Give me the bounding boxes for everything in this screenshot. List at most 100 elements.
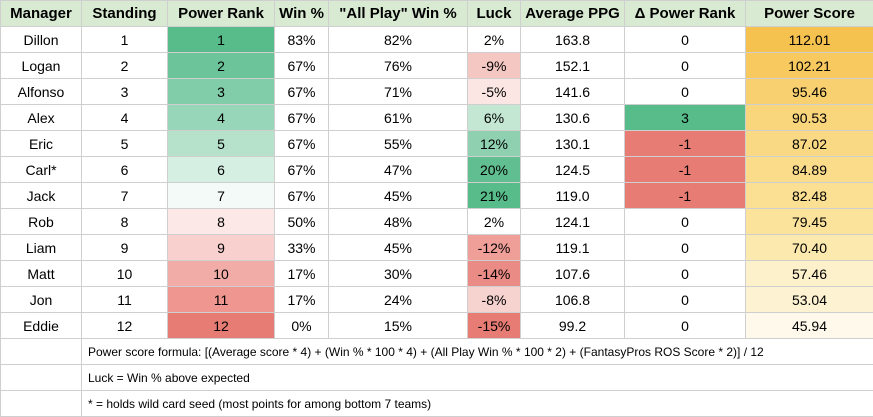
cell-all-play-win-pct[interactable]: 71% (328, 78, 468, 105)
cell-power-score[interactable]: 95.46 (745, 78, 873, 105)
header-power-rank[interactable]: Power Rank (167, 0, 275, 27)
cell-manager[interactable]: Jack (0, 182, 82, 209)
cell-win-pct[interactable]: 17% (274, 260, 329, 287)
cell-average-ppg[interactable]: 119.1 (520, 234, 625, 261)
cell-delta-power-rank[interactable]: -1 (624, 156, 746, 183)
cell-all-play-win-pct[interactable]: 45% (328, 234, 468, 261)
cell-power-score[interactable]: 57.46 (745, 260, 873, 287)
header-standing[interactable]: Standing (81, 0, 168, 27)
cell-win-pct[interactable]: 67% (274, 78, 329, 105)
cell-power-score[interactable]: 87.02 (745, 130, 873, 157)
cell-power-rank[interactable]: 11 (167, 286, 275, 313)
cell-win-pct[interactable]: 67% (274, 156, 329, 183)
cell-luck[interactable]: 2% (467, 208, 521, 235)
note-spacer[interactable] (0, 338, 82, 365)
cell-power-rank[interactable]: 10 (167, 260, 275, 287)
cell-luck[interactable]: 12% (467, 130, 521, 157)
cell-delta-power-rank[interactable]: 0 (624, 52, 746, 79)
cell-manager[interactable]: Rob (0, 208, 82, 235)
cell-standing[interactable]: 11 (81, 286, 168, 313)
note-spacer[interactable] (0, 364, 82, 391)
cell-standing[interactable]: 6 (81, 156, 168, 183)
cell-standing[interactable]: 1 (81, 26, 168, 53)
cell-win-pct[interactable]: 67% (274, 182, 329, 209)
note-spacer[interactable] (0, 390, 82, 417)
cell-all-play-win-pct[interactable]: 55% (328, 130, 468, 157)
cell-average-ppg[interactable]: 124.1 (520, 208, 625, 235)
cell-power-score[interactable]: 70.40 (745, 234, 873, 261)
cell-manager[interactable]: Liam (0, 234, 82, 261)
cell-power-rank[interactable]: 8 (167, 208, 275, 235)
cell-power-rank[interactable]: 7 (167, 182, 275, 209)
cell-delta-power-rank[interactable]: 3 (624, 104, 746, 131)
cell-delta-power-rank[interactable]: -1 (624, 130, 746, 157)
header-power-score[interactable]: Power Score (745, 0, 873, 27)
header-luck[interactable]: Luck (467, 0, 521, 27)
cell-manager[interactable]: Alfonso (0, 78, 82, 105)
header-manager[interactable]: Manager (0, 0, 82, 27)
cell-power-score[interactable]: 112.01 (745, 26, 873, 53)
cell-luck[interactable]: 6% (467, 104, 521, 131)
cell-power-score[interactable]: 45.94 (745, 312, 873, 339)
cell-power-rank[interactable]: 3 (167, 78, 275, 105)
cell-delta-power-rank[interactable]: 0 (624, 260, 746, 287)
cell-all-play-win-pct[interactable]: 15% (328, 312, 468, 339)
cell-win-pct[interactable]: 67% (274, 130, 329, 157)
cell-average-ppg[interactable]: 141.6 (520, 78, 625, 105)
cell-standing[interactable]: 2 (81, 52, 168, 79)
cell-manager[interactable]: Eric (0, 130, 82, 157)
cell-average-ppg[interactable]: 106.8 (520, 286, 625, 313)
cell-win-pct[interactable]: 67% (274, 52, 329, 79)
cell-standing[interactable]: 5 (81, 130, 168, 157)
cell-all-play-win-pct[interactable]: 76% (328, 52, 468, 79)
cell-power-rank[interactable]: 4 (167, 104, 275, 131)
cell-all-play-win-pct[interactable]: 82% (328, 26, 468, 53)
cell-all-play-win-pct[interactable]: 47% (328, 156, 468, 183)
cell-luck[interactable]: -9% (467, 52, 521, 79)
header-average-ppg[interactable]: Average PPG (520, 0, 625, 27)
cell-average-ppg[interactable]: 163.8 (520, 26, 625, 53)
cell-luck[interactable]: 21% (467, 182, 521, 209)
cell-all-play-win-pct[interactable]: 30% (328, 260, 468, 287)
cell-power-score[interactable]: 90.53 (745, 104, 873, 131)
cell-manager[interactable]: Dillon (0, 26, 82, 53)
cell-win-pct[interactable]: 67% (274, 104, 329, 131)
cell-standing[interactable]: 9 (81, 234, 168, 261)
cell-standing[interactable]: 3 (81, 78, 168, 105)
cell-all-play-win-pct[interactable]: 45% (328, 182, 468, 209)
cell-power-score[interactable]: 53.04 (745, 286, 873, 313)
cell-all-play-win-pct[interactable]: 24% (328, 286, 468, 313)
cell-average-ppg[interactable]: 119.0 (520, 182, 625, 209)
note-luck[interactable]: Luck = Win % above expected (81, 364, 873, 391)
cell-delta-power-rank[interactable]: 0 (624, 26, 746, 53)
cell-all-play-win-pct[interactable]: 48% (328, 208, 468, 235)
cell-luck[interactable]: -15% (467, 312, 521, 339)
cell-power-score[interactable]: 102.21 (745, 52, 873, 79)
note-formula[interactable]: Power score formula: [(Average score * 4… (81, 338, 873, 365)
note-wildcard[interactable]: * = holds wild card seed (most points fo… (81, 390, 873, 417)
cell-win-pct[interactable]: 17% (274, 286, 329, 313)
cell-average-ppg[interactable]: 130.6 (520, 104, 625, 131)
cell-luck[interactable]: -8% (467, 286, 521, 313)
cell-average-ppg[interactable]: 124.5 (520, 156, 625, 183)
cell-power-rank[interactable]: 2 (167, 52, 275, 79)
cell-average-ppg[interactable]: 152.1 (520, 52, 625, 79)
cell-manager[interactable]: Logan (0, 52, 82, 79)
cell-standing[interactable]: 8 (81, 208, 168, 235)
cell-delta-power-rank[interactable]: 0 (624, 234, 746, 261)
cell-average-ppg[interactable]: 130.1 (520, 130, 625, 157)
cell-power-rank[interactable]: 6 (167, 156, 275, 183)
cell-luck[interactable]: -14% (467, 260, 521, 287)
cell-delta-power-rank[interactable]: 0 (624, 78, 746, 105)
cell-power-score[interactable]: 82.48 (745, 182, 873, 209)
cell-average-ppg[interactable]: 107.6 (520, 260, 625, 287)
cell-average-ppg[interactable]: 99.2 (520, 312, 625, 339)
cell-luck[interactable]: -5% (467, 78, 521, 105)
cell-standing[interactable]: 4 (81, 104, 168, 131)
cell-power-score[interactable]: 84.89 (745, 156, 873, 183)
cell-power-rank[interactable]: 12 (167, 312, 275, 339)
cell-win-pct[interactable]: 0% (274, 312, 329, 339)
cell-delta-power-rank[interactable]: 0 (624, 208, 746, 235)
header-win-pct[interactable]: Win % (274, 0, 329, 27)
cell-delta-power-rank[interactable]: 0 (624, 286, 746, 313)
